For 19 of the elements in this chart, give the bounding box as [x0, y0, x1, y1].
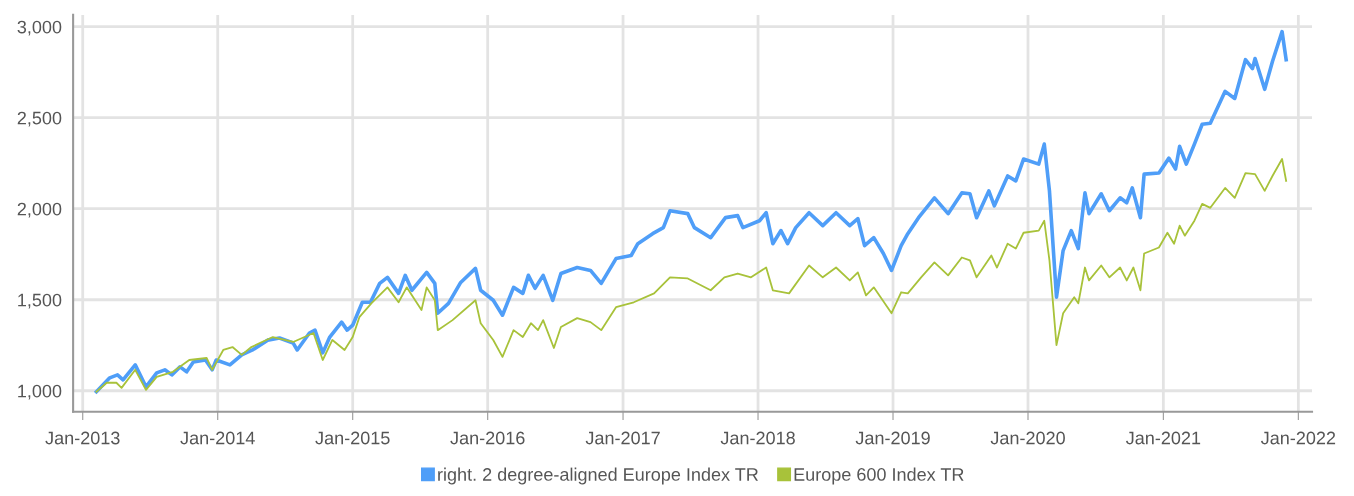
- x-tick-label: Jan-2013: [45, 431, 120, 445]
- x-tick-label: Jan-2015: [315, 431, 390, 445]
- x-tick-label: Jan-2020: [990, 431, 1065, 445]
- legend-label: right. 2 degree-aligned Europe Index TR: [438, 467, 758, 485]
- y-tick-label: 2,500: [17, 111, 62, 127]
- line-series: [94, 29, 1288, 394]
- line-series: [95, 158, 1288, 393]
- legend-label: Europe 600 Index TR: [794, 467, 964, 485]
- y-tick-label: 3,000: [17, 20, 62, 36]
- x-tick-label: Jan-2022: [1260, 431, 1336, 445]
- x-tick-label: Jan-2021: [1126, 431, 1201, 445]
- x-tick-label: Jan-2016: [450, 431, 525, 445]
- x-tick-label: Jan-2018: [720, 431, 795, 445]
- x-tick-label: Jan-2019: [855, 431, 930, 445]
- y-tick-label: 1,500: [18, 293, 62, 309]
- y-tick-label: 1,000: [18, 384, 62, 400]
- x-tick-label: Jan-2014: [180, 431, 255, 445]
- x-tick-label: Jan-2017: [585, 431, 660, 445]
- y-tick-label: 2,000: [17, 202, 62, 218]
